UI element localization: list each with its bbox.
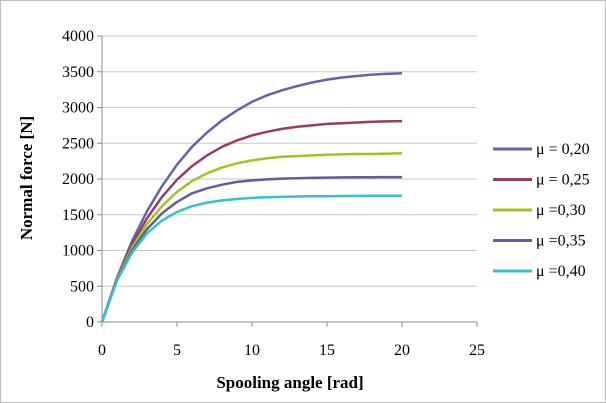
y-tick-label: 4000 xyxy=(62,28,94,45)
x-tick-label: 15 xyxy=(319,342,335,359)
x-axis-title: Spooling angle [rad] xyxy=(216,373,363,392)
x-tick-label: 20 xyxy=(394,342,410,359)
legend-label: μ = 0,25 xyxy=(536,172,590,189)
y-tick-label: 0 xyxy=(86,314,94,331)
legend: μ = 0,20 μ = 0,25 μ =0,30 μ =0,35 μ =0,40 xyxy=(493,141,590,280)
series-line-3 xyxy=(100,152,403,323)
x-tick-label: 10 xyxy=(244,342,260,359)
legend-label: μ =0,35 xyxy=(536,233,586,250)
x-tick-label: 5 xyxy=(173,342,181,359)
x-tick-labels: 0 5 10 15 20 25 xyxy=(98,342,485,359)
axes xyxy=(97,35,478,327)
y-tick-label: 3000 xyxy=(62,100,94,117)
y-axis-title: Normal force [N] xyxy=(17,116,36,240)
y-tick-labels: 0 500 1000 1500 2000 2500 3000 3500 4000 xyxy=(62,28,94,331)
gridlines xyxy=(102,35,477,287)
y-tick-label: 1000 xyxy=(62,243,94,260)
y-tick-label: 1500 xyxy=(62,207,94,224)
series-lines xyxy=(100,71,403,323)
legend-label: μ = 0,20 xyxy=(536,141,590,158)
x-tick-label: 25 xyxy=(469,342,485,359)
y-tick-label: 500 xyxy=(70,278,94,295)
y-tick-label: 3500 xyxy=(62,64,94,81)
y-tick-label: 2500 xyxy=(62,135,94,152)
legend-label: μ =0,30 xyxy=(536,202,586,219)
series-line-2 xyxy=(100,119,403,323)
series-line-5 xyxy=(100,194,402,323)
series-line-4 xyxy=(100,175,402,323)
y-tick-label: 2000 xyxy=(62,171,94,188)
x-tick-label: 0 xyxy=(98,342,106,359)
series-line-1 xyxy=(100,71,403,323)
legend-label: μ =0,40 xyxy=(536,263,586,280)
